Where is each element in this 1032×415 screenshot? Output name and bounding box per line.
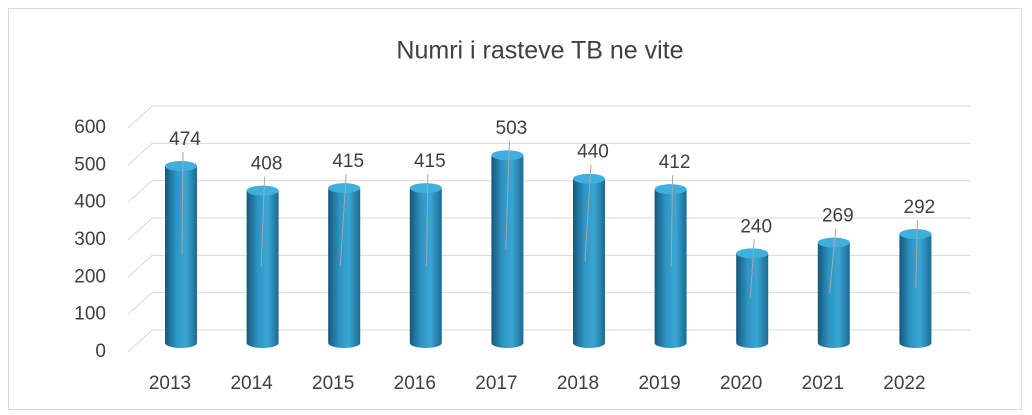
grid-line bbox=[127, 217, 970, 241]
bar-top bbox=[654, 184, 687, 195]
y-tick-label: 600 bbox=[74, 117, 106, 138]
leader-line bbox=[749, 239, 755, 299]
x-tick-label: 2018 bbox=[557, 373, 599, 394]
bar-top bbox=[899, 228, 932, 239]
y-tick-label: 500 bbox=[74, 154, 106, 175]
data-label: 240 bbox=[740, 216, 772, 237]
bar bbox=[165, 166, 197, 348]
data-label: 408 bbox=[251, 154, 283, 175]
y-tick-label: 100 bbox=[74, 304, 106, 325]
x-tick-label: 2019 bbox=[638, 373, 680, 394]
bar bbox=[409, 188, 442, 348]
bar bbox=[654, 189, 687, 348]
bar-top bbox=[409, 183, 442, 194]
grid-line bbox=[127, 292, 970, 316]
bar bbox=[899, 233, 932, 348]
y-tick-label: 300 bbox=[74, 229, 106, 250]
data-label: 440 bbox=[577, 142, 609, 163]
leader-line bbox=[505, 141, 510, 250]
x-tick-label: 2014 bbox=[230, 373, 273, 394]
y-tick-label: 200 bbox=[74, 266, 106, 287]
data-label: 415 bbox=[414, 151, 446, 172]
leader-line bbox=[339, 174, 347, 266]
grid-line bbox=[127, 329, 970, 353]
data-label: 269 bbox=[822, 206, 854, 227]
bar-top bbox=[817, 237, 850, 248]
leader-line bbox=[829, 228, 837, 293]
bar bbox=[246, 190, 279, 348]
bar bbox=[736, 253, 769, 348]
y-tick-label: 0 bbox=[95, 341, 106, 362]
data-label: 503 bbox=[496, 118, 528, 139]
data-label: 415 bbox=[332, 151, 364, 172]
grid-line bbox=[127, 105, 970, 129]
bar-top bbox=[246, 185, 279, 196]
chart-title: Numri i rasteve TB ne vite bbox=[396, 37, 683, 65]
grid-line bbox=[127, 254, 970, 278]
y-tick-label: 400 bbox=[74, 192, 106, 213]
x-tick-label: 2015 bbox=[312, 373, 354, 394]
bar bbox=[817, 242, 850, 348]
leader-line bbox=[670, 175, 674, 267]
x-tick-label: 2021 bbox=[802, 373, 844, 394]
leader-line bbox=[915, 219, 918, 289]
x-tick-label: 2020 bbox=[720, 373, 762, 394]
bar bbox=[328, 188, 361, 348]
grid-line bbox=[127, 180, 970, 204]
data-label: 412 bbox=[659, 152, 691, 173]
grid-line bbox=[127, 142, 970, 166]
x-tick-label: 2016 bbox=[394, 373, 436, 394]
bar-top bbox=[736, 248, 769, 259]
bar-top bbox=[491, 150, 524, 161]
bar-top bbox=[165, 161, 197, 172]
data-label: 292 bbox=[904, 197, 936, 218]
bar-top bbox=[328, 183, 361, 194]
leader-line bbox=[260, 176, 266, 267]
bar bbox=[573, 178, 605, 348]
leader-line bbox=[584, 164, 592, 261]
data-label: 474 bbox=[169, 129, 201, 150]
leader-line bbox=[426, 174, 429, 266]
x-tick-label: 2017 bbox=[475, 373, 517, 394]
x-tick-label: 2022 bbox=[883, 373, 925, 394]
bar-top bbox=[573, 173, 605, 184]
x-tick-label: 2013 bbox=[149, 373, 191, 394]
leader-line bbox=[181, 152, 184, 255]
bar bbox=[491, 155, 524, 349]
